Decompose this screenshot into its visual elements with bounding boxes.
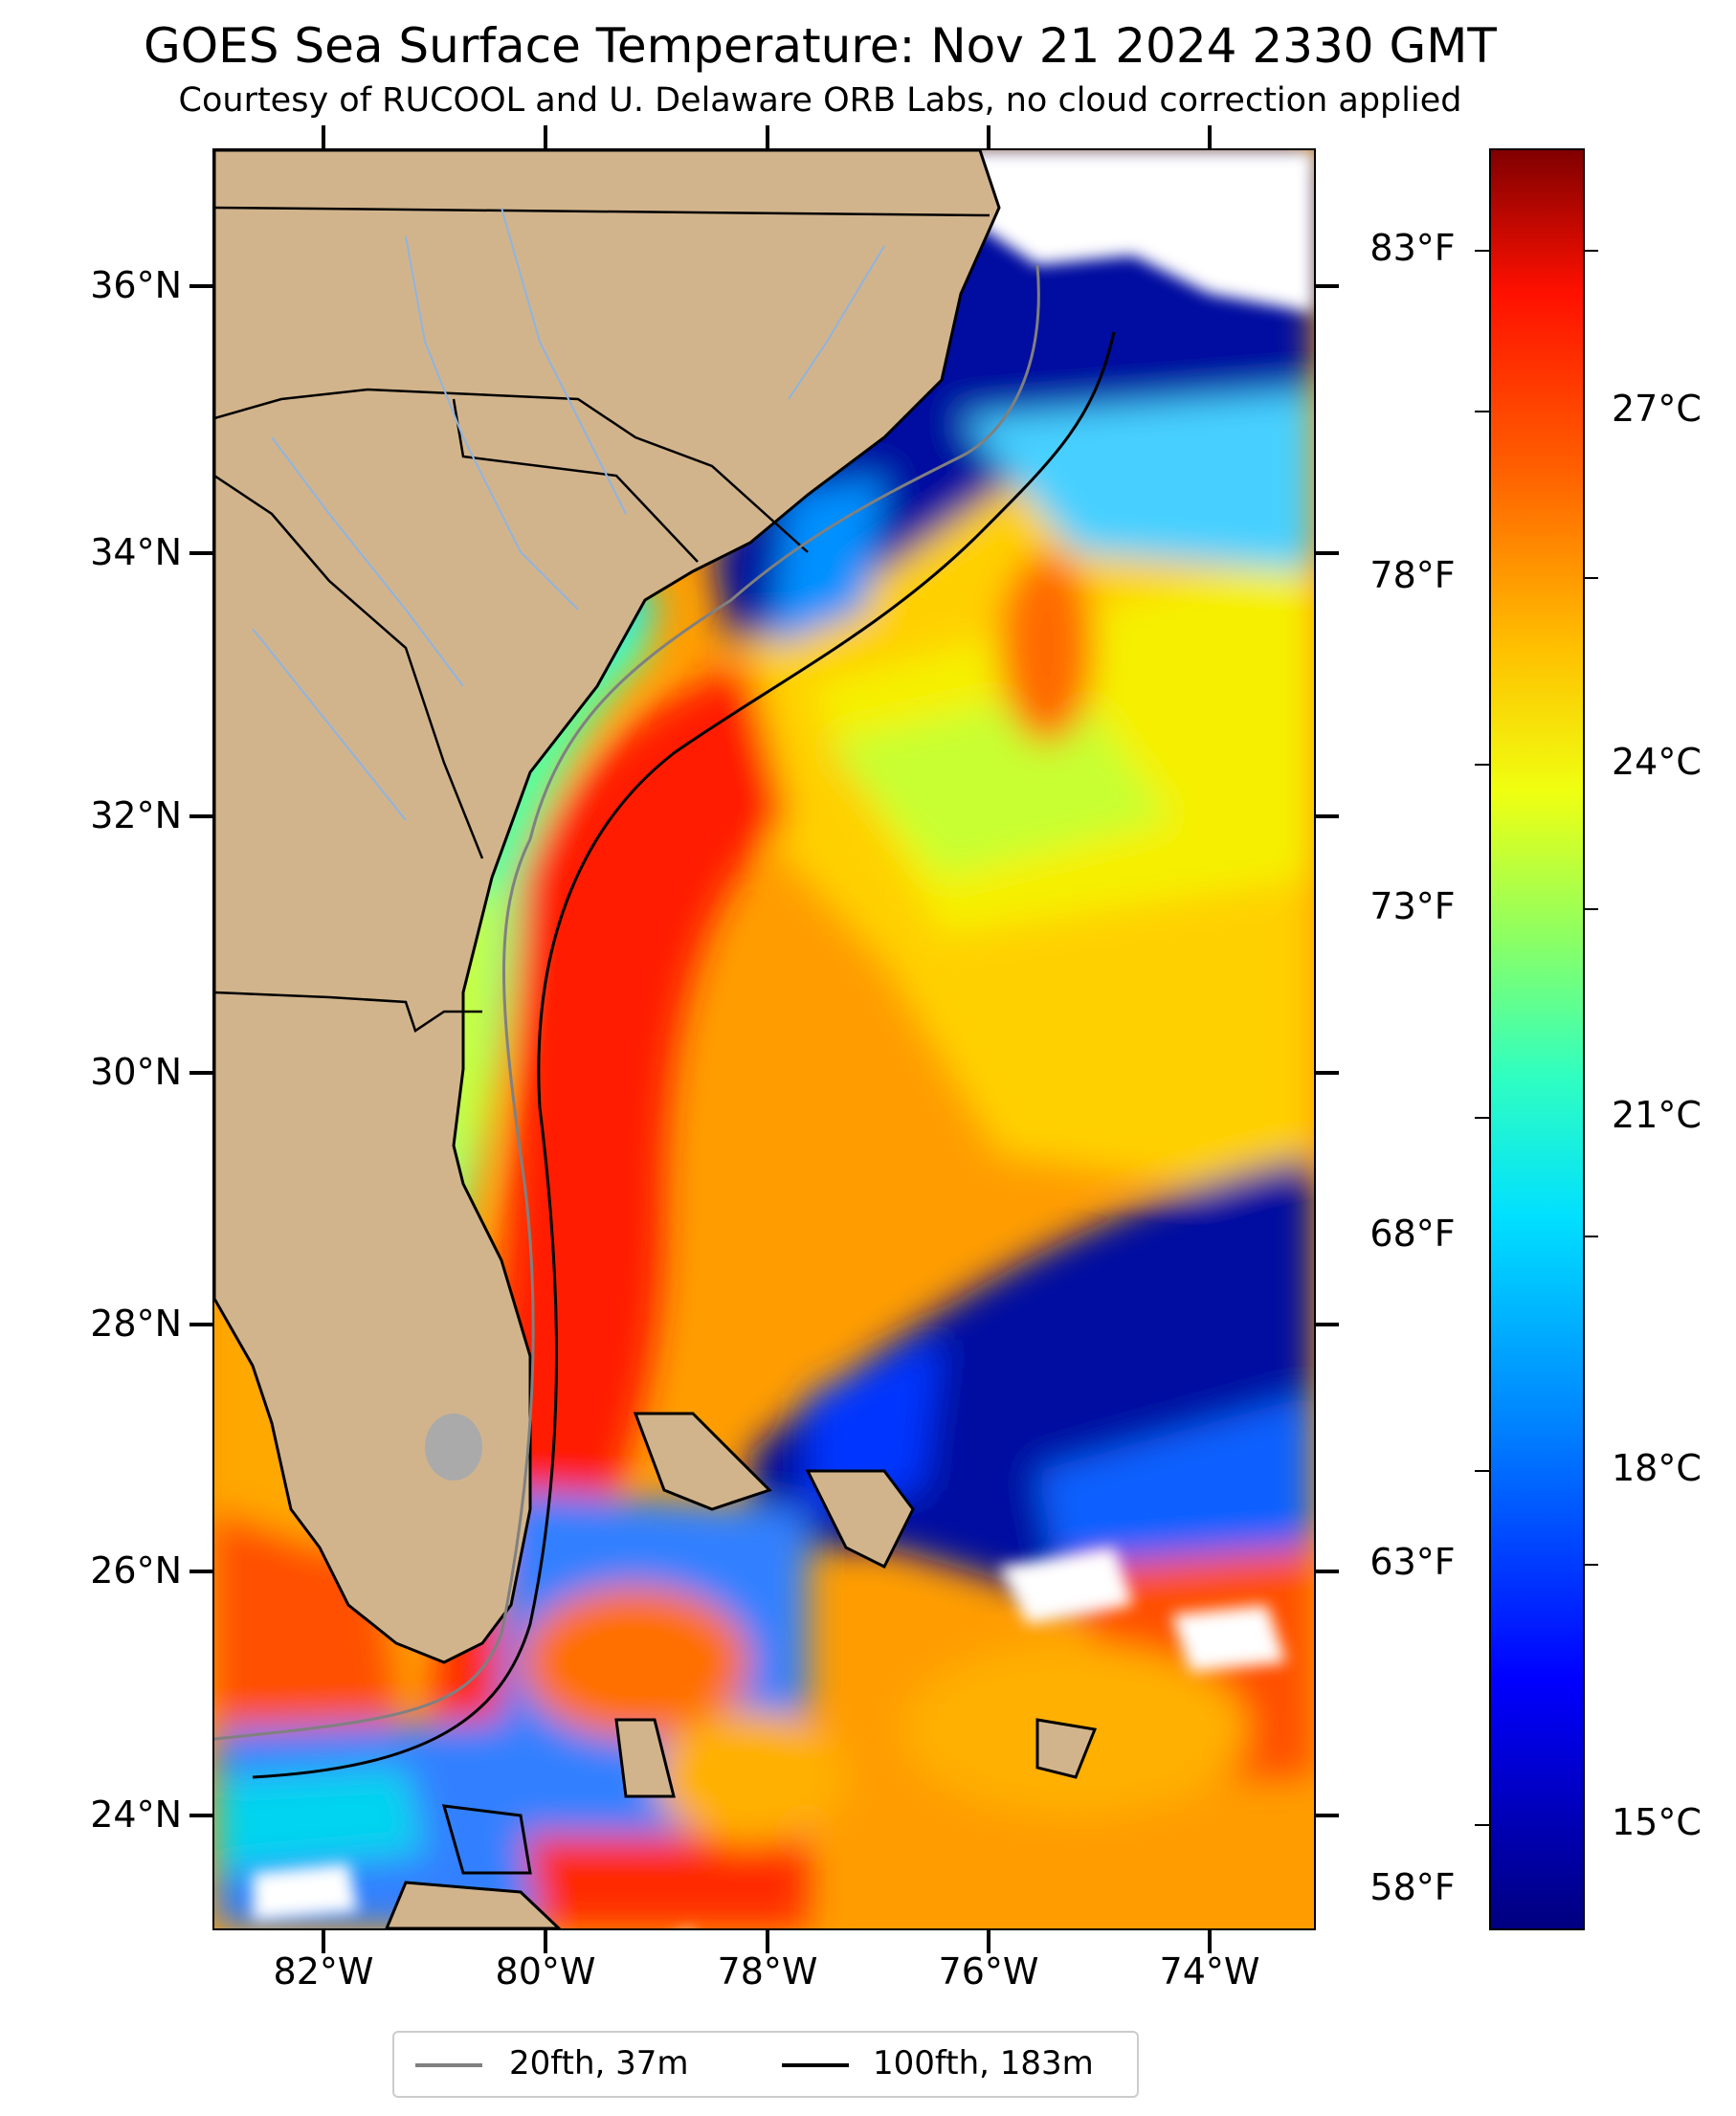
lat-label-26: 26°N <box>90 1549 182 1592</box>
cb-label-21c: 21°C <box>1612 1094 1702 1136</box>
map-subtitle: Courtesy of RUCOOL and U. Delaware ORB L… <box>178 81 1462 120</box>
legend-label-100fth: 100fth, 183m <box>873 2044 1094 2083</box>
lat-label-36: 36°N <box>90 264 182 306</box>
cb-label-68f: 68°F <box>1369 1213 1456 1255</box>
isobath-legend: 20fth, 37m 100fth, 183m <box>392 2031 1139 2098</box>
lat-label-34: 34°N <box>90 531 182 573</box>
lat-label-28: 28°N <box>90 1303 182 1345</box>
lon-label-82: 82°W <box>273 1950 374 1993</box>
lon-label-78: 78°W <box>717 1950 818 1993</box>
lake-okeechobee <box>425 1414 482 1481</box>
legend-swatch-100fth <box>782 2063 849 2067</box>
isobath-20fth <box>214 264 1040 1741</box>
cb-label-58f: 58°F <box>1369 1866 1456 1908</box>
sst-map <box>212 148 1316 1930</box>
lon-label-80: 80°W <box>495 1950 596 1993</box>
lat-label-32: 32°N <box>90 794 182 836</box>
temperature-colorbar <box>1489 148 1585 1930</box>
lon-label-76: 76°W <box>938 1950 1039 1993</box>
cb-label-24c: 24°C <box>1612 741 1702 783</box>
isobath-100fth <box>252 331 1116 1779</box>
legend-swatch-20fth <box>415 2063 482 2067</box>
land-mass <box>214 150 1001 1664</box>
cb-label-15c: 15°C <box>1612 1801 1702 1843</box>
sst-map-graphic <box>214 150 1314 1928</box>
cb-label-18c: 18°C <box>1612 1447 1702 1489</box>
lon-label-74: 74°W <box>1159 1950 1260 1993</box>
cb-label-27c: 27°C <box>1612 388 1702 430</box>
lat-label-24: 24°N <box>90 1793 182 1836</box>
cb-label-78f: 78°F <box>1369 554 1456 596</box>
cb-label-63f: 63°F <box>1369 1541 1456 1583</box>
map-title: GOES Sea Surface Temperature: Nov 21 202… <box>144 18 1497 74</box>
lat-label-30: 30°N <box>90 1051 182 1093</box>
cb-label-83f: 83°F <box>1369 227 1456 269</box>
legend-label-20fth: 20fth, 37m <box>509 2044 689 2083</box>
cb-label-73f: 73°F <box>1369 885 1456 927</box>
